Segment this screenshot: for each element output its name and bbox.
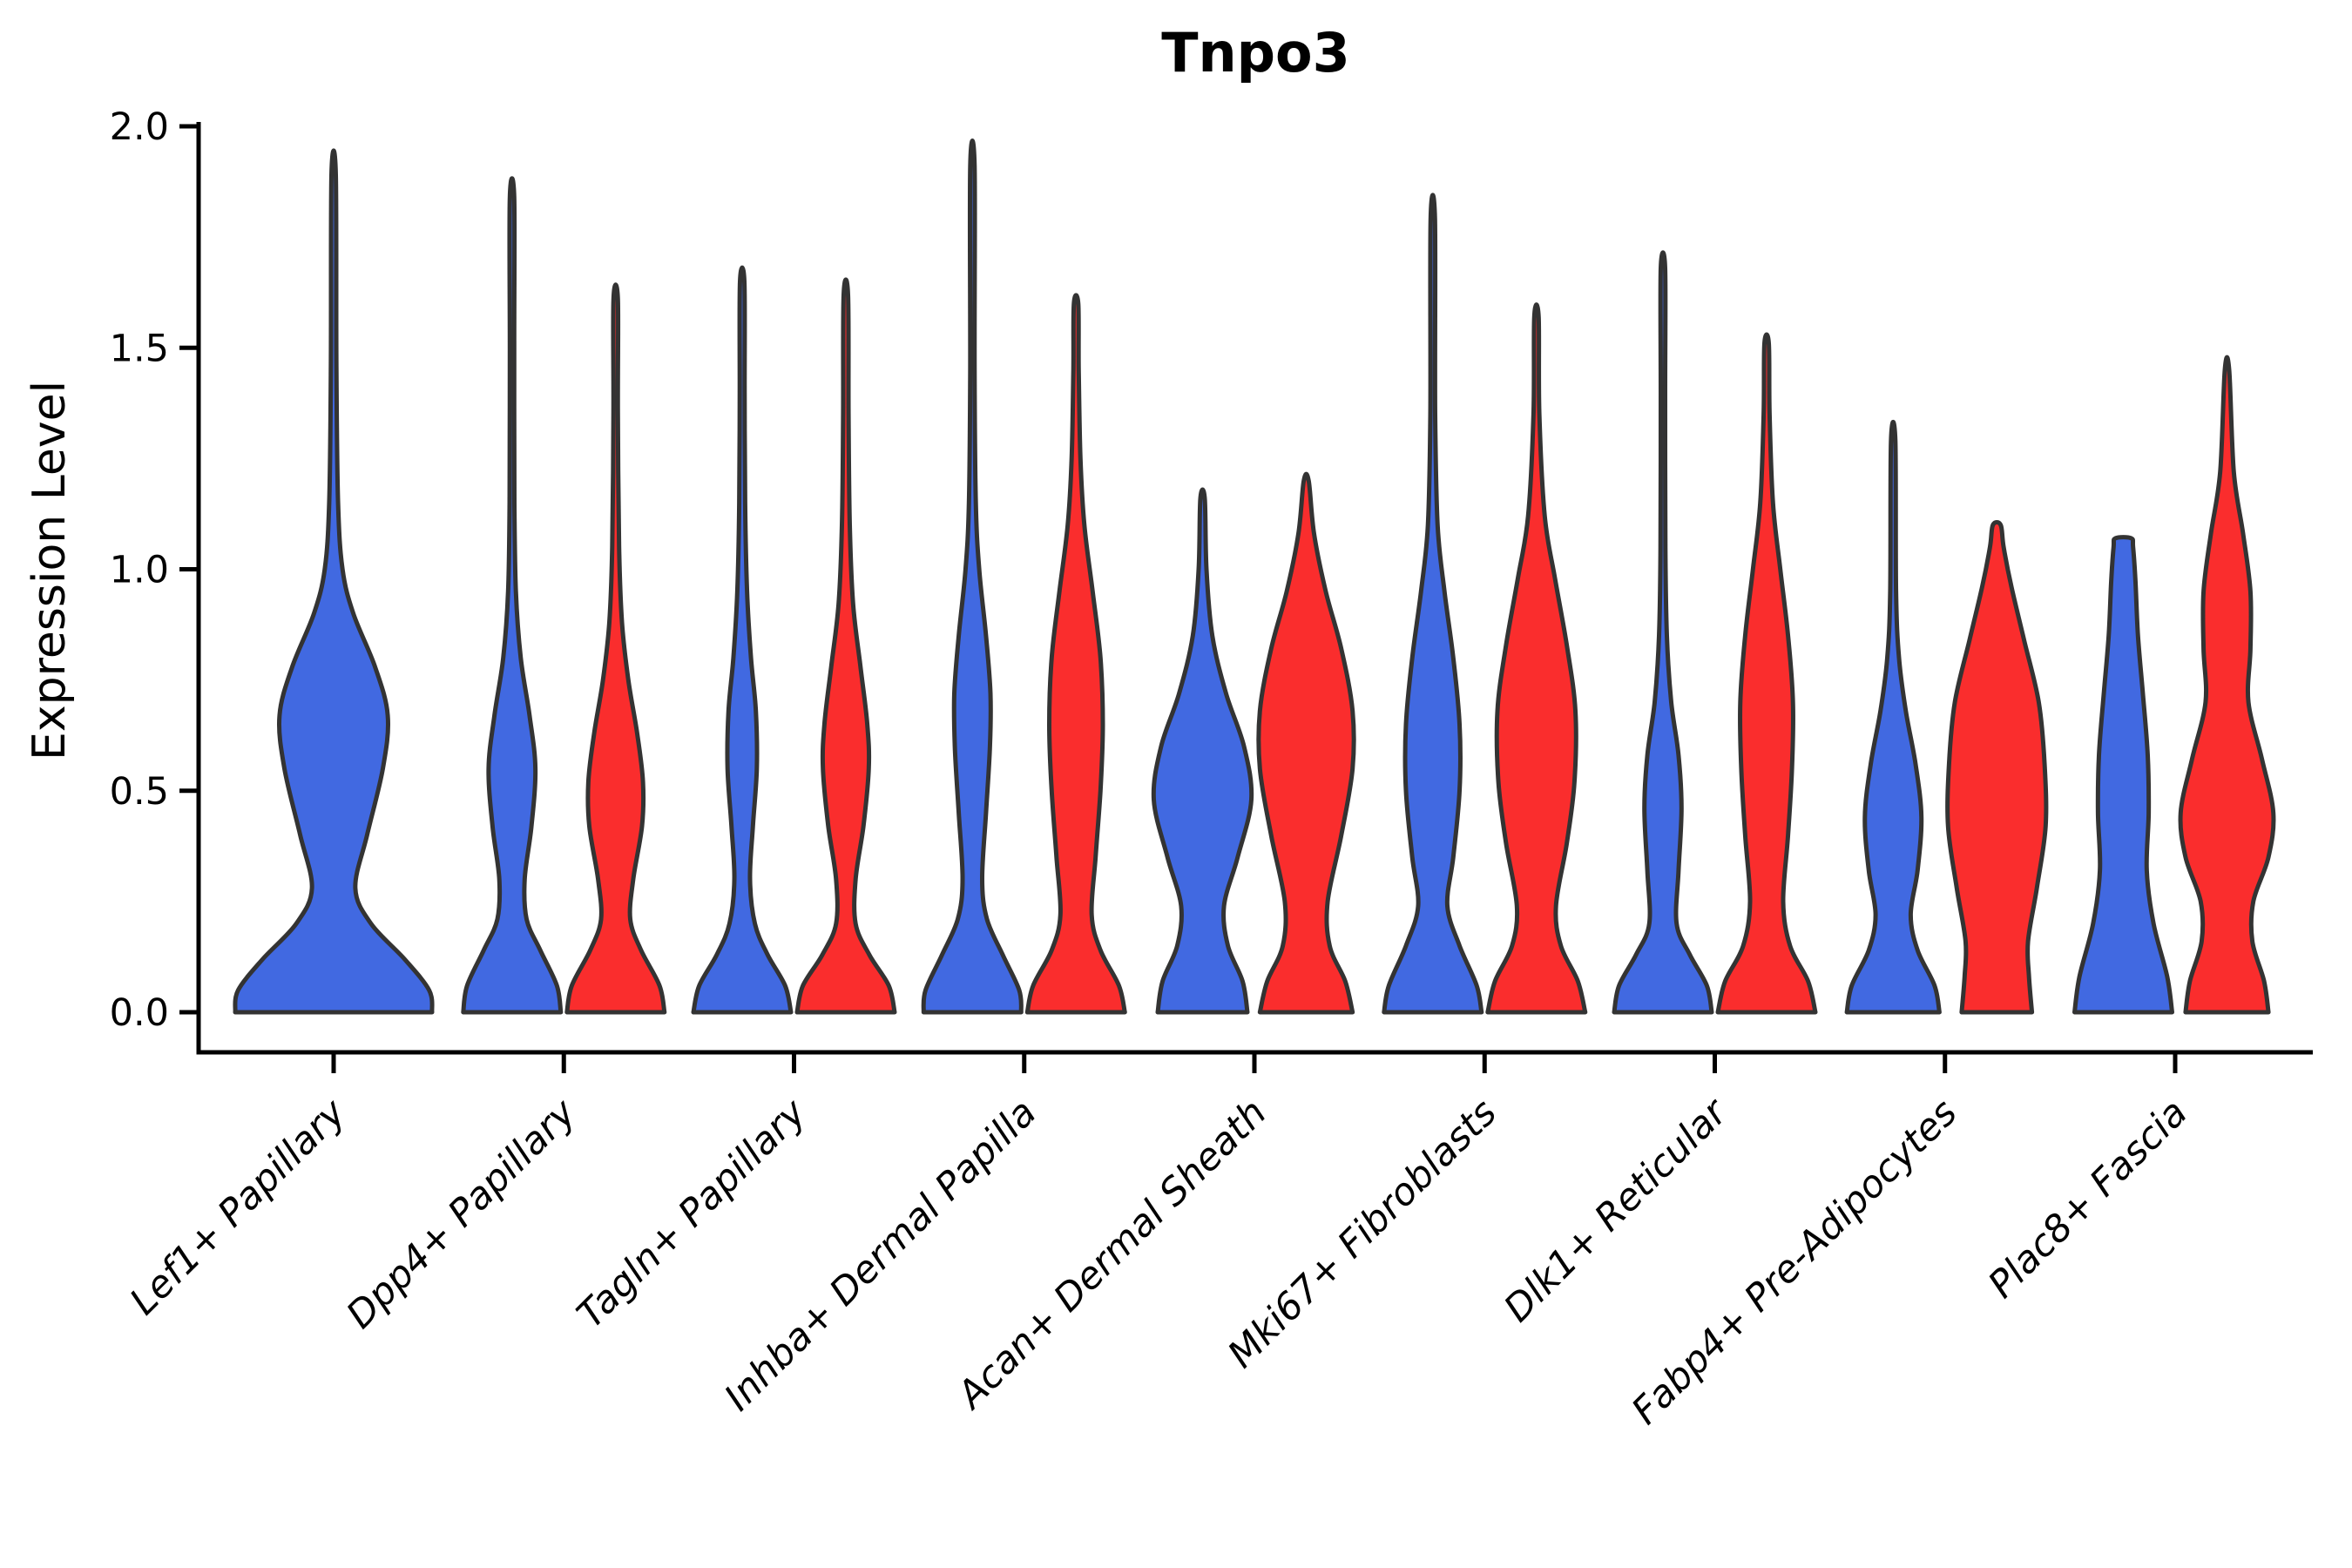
y-tick-label: 1.0 [110, 549, 169, 592]
violin-red-2 [794, 277, 897, 1015]
violin-red-1 [564, 282, 667, 1015]
x-tick-label: Plac8+ Fascia [1980, 1091, 2196, 1307]
violin-blue-5 [1382, 193, 1484, 1015]
violin-blue-7 [1844, 419, 1942, 1015]
violin-red-8 [2178, 355, 2276, 1015]
violin-red-7 [1945, 519, 2049, 1015]
x-tick-label: Dlk1+ Reticular [1496, 1090, 1737, 1331]
violin-blue-0 [233, 148, 435, 1015]
violin-red-5 [1485, 302, 1588, 1015]
violin-red-4 [1256, 471, 1356, 1015]
violin-blue-1 [461, 176, 564, 1015]
violin-blue-4 [1151, 487, 1254, 1015]
x-tick-label: Dpp4+ Papillary [338, 1091, 585, 1337]
violin-blue-3 [921, 139, 1024, 1015]
y-tick-label: 0.5 [110, 770, 169, 814]
x-tick-label: Tagln+ Papillary [569, 1091, 815, 1337]
chart-title: Tnpo3 [1161, 21, 1350, 84]
y-tick-label: 1.5 [110, 327, 169, 370]
violin-blue-6 [1612, 250, 1714, 1015]
x-tick-label: Lef1+ Papillary [122, 1091, 355, 1323]
violin-red-3 [1024, 293, 1127, 1015]
y-tick-label: 2.0 [110, 105, 169, 149]
violin-blue-2 [691, 265, 794, 1015]
violin-red-6 [1715, 332, 1818, 1015]
y-tick-label: 0.0 [110, 991, 169, 1035]
violin-blue-8 [2072, 535, 2174, 1015]
